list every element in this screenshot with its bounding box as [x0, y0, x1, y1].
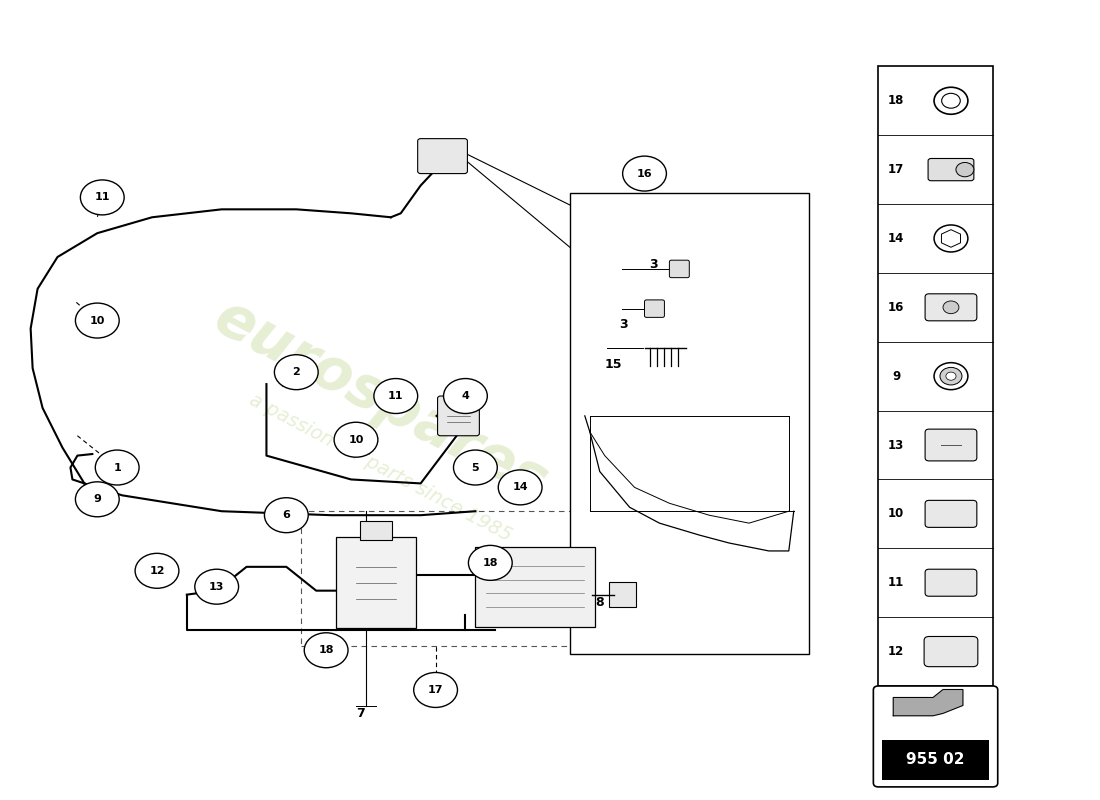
Text: 11: 11: [388, 391, 404, 401]
FancyBboxPatch shape: [438, 396, 480, 436]
Circle shape: [943, 301, 959, 314]
Circle shape: [274, 354, 318, 390]
Text: 16: 16: [637, 169, 652, 178]
Circle shape: [956, 162, 974, 177]
Text: 14: 14: [888, 232, 904, 245]
Text: 13: 13: [888, 438, 904, 451]
Circle shape: [443, 378, 487, 414]
Polygon shape: [893, 690, 962, 716]
Text: 12: 12: [150, 566, 165, 576]
Circle shape: [946, 372, 956, 380]
Text: 18: 18: [318, 646, 334, 655]
Circle shape: [76, 303, 119, 338]
FancyBboxPatch shape: [418, 138, 468, 174]
FancyBboxPatch shape: [570, 194, 808, 654]
Text: 3: 3: [649, 258, 658, 271]
Circle shape: [453, 450, 497, 485]
FancyBboxPatch shape: [360, 521, 392, 540]
FancyBboxPatch shape: [337, 538, 416, 628]
Circle shape: [498, 470, 542, 505]
Text: 9: 9: [892, 370, 901, 382]
FancyBboxPatch shape: [925, 570, 977, 596]
FancyBboxPatch shape: [925, 429, 977, 461]
Text: 6: 6: [283, 510, 290, 520]
Text: 2: 2: [293, 367, 300, 377]
Text: 17: 17: [428, 685, 443, 695]
Circle shape: [195, 570, 239, 604]
FancyBboxPatch shape: [882, 740, 989, 780]
FancyBboxPatch shape: [925, 500, 977, 527]
Circle shape: [623, 156, 667, 191]
FancyBboxPatch shape: [609, 582, 636, 607]
FancyBboxPatch shape: [873, 686, 998, 787]
Circle shape: [135, 554, 179, 588]
Circle shape: [940, 367, 962, 385]
FancyBboxPatch shape: [878, 66, 993, 686]
Circle shape: [76, 482, 119, 517]
Circle shape: [264, 498, 308, 533]
Text: 9: 9: [94, 494, 101, 504]
Text: 955 02: 955 02: [906, 753, 965, 767]
Text: 3: 3: [619, 318, 628, 331]
Text: 13: 13: [209, 582, 224, 592]
Text: 10: 10: [349, 434, 364, 445]
Circle shape: [80, 180, 124, 215]
Text: 4: 4: [462, 391, 470, 401]
Circle shape: [96, 450, 139, 485]
Text: 8: 8: [595, 596, 604, 609]
Text: 5: 5: [472, 462, 480, 473]
Circle shape: [305, 633, 348, 668]
Text: 15: 15: [605, 358, 623, 370]
Text: 16: 16: [888, 301, 904, 314]
FancyBboxPatch shape: [925, 294, 977, 321]
Text: 10: 10: [89, 315, 104, 326]
Text: 1: 1: [113, 462, 121, 473]
Text: 11: 11: [888, 576, 904, 590]
Text: 17: 17: [888, 163, 904, 176]
FancyBboxPatch shape: [475, 546, 595, 627]
Text: 11: 11: [95, 193, 110, 202]
FancyBboxPatch shape: [645, 300, 664, 318]
Circle shape: [414, 673, 458, 707]
Text: 14: 14: [513, 482, 528, 492]
Text: 10: 10: [888, 507, 904, 520]
FancyBboxPatch shape: [670, 260, 690, 278]
Text: 7: 7: [356, 707, 365, 720]
Circle shape: [334, 422, 378, 457]
FancyBboxPatch shape: [928, 158, 974, 181]
Text: 12: 12: [888, 645, 904, 658]
Text: 18: 18: [888, 94, 904, 107]
FancyBboxPatch shape: [924, 637, 978, 666]
Circle shape: [469, 546, 513, 580]
Text: 18: 18: [483, 558, 498, 568]
Text: a passion for parts since 1985: a passion for parts since 1985: [246, 390, 515, 545]
Text: eurospares: eurospares: [205, 288, 557, 512]
Circle shape: [374, 378, 418, 414]
